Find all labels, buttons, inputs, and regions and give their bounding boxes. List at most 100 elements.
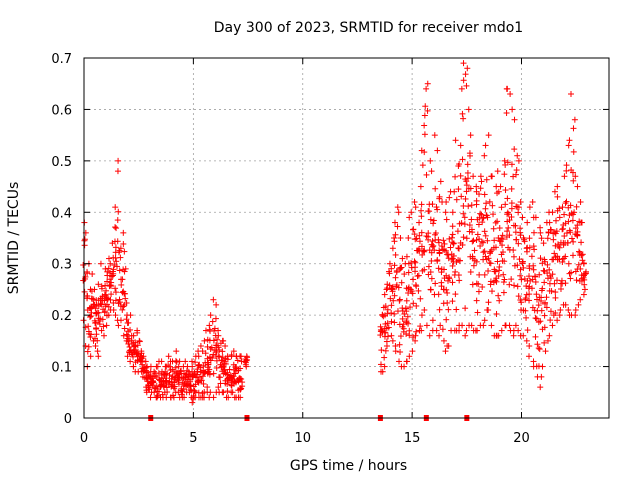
data-point	[105, 312, 112, 319]
data-point	[518, 276, 525, 283]
data-point	[473, 280, 480, 287]
data-point	[538, 307, 545, 314]
data-point	[482, 205, 489, 212]
data-point	[123, 299, 130, 306]
data-point	[562, 301, 569, 308]
data-point	[122, 265, 129, 272]
data-point	[396, 358, 403, 365]
data-point	[134, 342, 141, 349]
data-point	[242, 359, 249, 366]
data-point	[166, 372, 173, 379]
data-point	[488, 322, 495, 329]
data-point	[221, 367, 228, 374]
data-point	[461, 214, 468, 221]
data-point	[514, 283, 521, 290]
data-point	[420, 248, 427, 255]
data-point	[456, 257, 463, 264]
data-point	[510, 332, 517, 339]
data-point	[151, 368, 158, 375]
data-point	[522, 307, 529, 314]
data-point	[81, 242, 88, 249]
data-point	[392, 231, 399, 238]
data-point	[114, 168, 121, 175]
data-point	[485, 267, 492, 274]
data-point	[446, 194, 453, 201]
data-point	[568, 167, 575, 174]
data-point	[81, 288, 88, 295]
data-point	[168, 375, 175, 382]
y-tick-label: 0	[64, 412, 72, 427]
x-tick-label: 20	[513, 431, 530, 446]
data-point	[574, 183, 581, 190]
data-point	[471, 247, 478, 254]
data-point	[549, 271, 556, 278]
data-point	[570, 125, 577, 132]
data-point	[524, 327, 531, 334]
data-point	[388, 332, 395, 339]
data-point	[500, 279, 507, 286]
data-point	[192, 381, 199, 388]
data-point	[212, 315, 219, 322]
data-point	[130, 332, 137, 339]
data-point	[486, 259, 493, 266]
data-point	[561, 173, 568, 180]
data-point	[551, 280, 558, 287]
data-point	[416, 238, 423, 245]
data-point	[110, 307, 117, 313]
data-point	[499, 249, 506, 256]
data-point	[541, 279, 548, 286]
data-point	[406, 327, 413, 334]
data-point	[208, 344, 215, 351]
data-point	[573, 203, 580, 210]
data-point	[389, 245, 396, 252]
x-axis-label: GPS time / hours	[290, 458, 407, 474]
y-tick-label: 0.5	[51, 155, 72, 170]
data-point	[486, 198, 493, 205]
data-point	[523, 248, 530, 255]
data-point	[577, 199, 584, 205]
data-point	[210, 394, 217, 401]
data-point	[91, 286, 98, 293]
data-point	[539, 363, 546, 370]
data-point	[215, 344, 222, 351]
data-point	[197, 377, 204, 384]
data-point	[209, 355, 216, 362]
data-point	[114, 238, 121, 245]
data-point	[454, 228, 461, 235]
data-point	[515, 157, 522, 164]
data-point	[452, 291, 459, 298]
data-point	[566, 137, 573, 144]
y-tick-label: 0.6	[51, 103, 72, 118]
data-point	[485, 299, 492, 306]
data-point	[449, 279, 456, 286]
data-point	[385, 324, 392, 331]
data-point	[99, 316, 106, 323]
data-point	[490, 225, 497, 232]
data-point	[436, 249, 443, 256]
data-point	[544, 337, 551, 344]
data-point	[384, 310, 391, 317]
data-point	[508, 200, 515, 207]
data-point	[544, 261, 551, 268]
data-point	[544, 270, 551, 277]
data-point	[532, 214, 539, 221]
data-point	[200, 362, 207, 369]
data-point	[436, 332, 443, 339]
data-point	[93, 325, 100, 332]
data-point	[579, 257, 586, 264]
data-point	[467, 268, 474, 275]
data-point	[199, 348, 206, 355]
data-point	[421, 266, 428, 273]
y-tick-label: 0.1	[51, 361, 72, 376]
data-point	[542, 299, 549, 306]
data-point	[427, 286, 434, 293]
data-point	[418, 327, 425, 334]
data-point	[546, 219, 553, 226]
data-point	[450, 240, 457, 247]
data-point	[421, 112, 428, 119]
data-point	[494, 218, 501, 225]
data-point	[562, 200, 569, 207]
data-point	[398, 279, 405, 286]
data-point	[154, 363, 161, 370]
data-point	[538, 373, 545, 380]
